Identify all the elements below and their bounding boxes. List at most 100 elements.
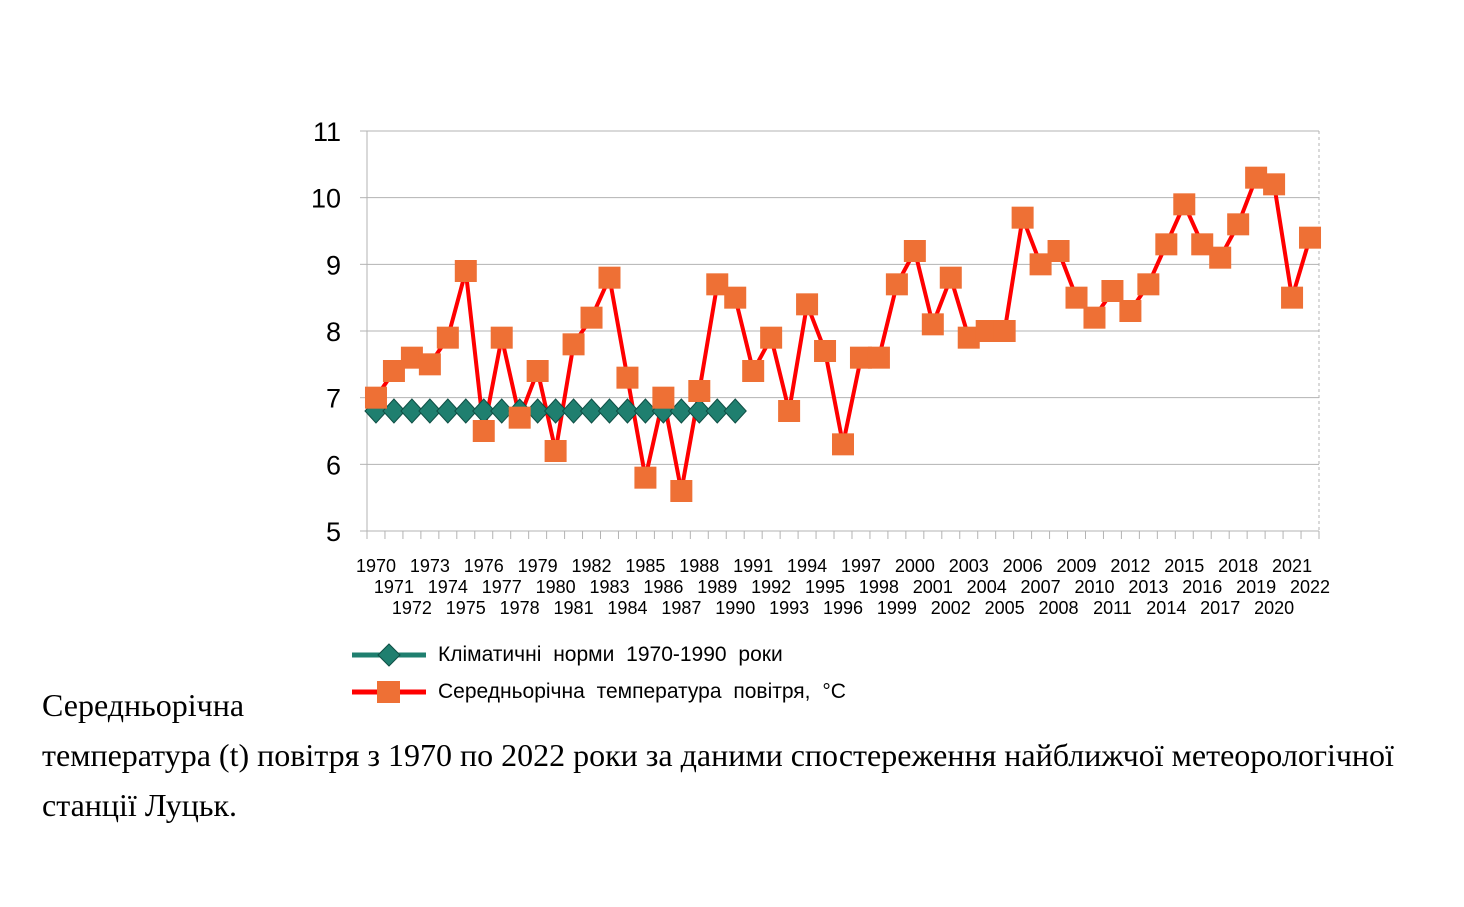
y-tick-label: 9 [326, 250, 341, 280]
x-tick-label: 1990 [715, 598, 755, 618]
temperature-point [508, 406, 531, 429]
x-tick-label: 2019 [1236, 577, 1276, 597]
temperature-point [472, 420, 495, 442]
x-tick-label: 1993 [769, 598, 809, 618]
x-tick-label: 2011 [1093, 598, 1132, 618]
temperature-point [814, 340, 837, 362]
y-tick-label: 8 [326, 317, 341, 347]
temperature-point [885, 273, 908, 296]
y-tick-label: 11 [313, 117, 341, 147]
norm-point [723, 398, 747, 424]
temperature-point [580, 306, 603, 329]
temperature-point [742, 360, 765, 382]
norm-point [418, 398, 442, 424]
temperature-point [598, 266, 621, 289]
norm-point [687, 398, 711, 424]
y-tick-label: 7 [326, 384, 341, 414]
figure-caption: Середньорічна температура (t) повітря з 1… [42, 680, 1402, 830]
norm-point [454, 398, 478, 424]
x-tick-label: 2008 [1039, 598, 1079, 618]
temperature-point [1119, 300, 1142, 322]
temperature-point [490, 326, 513, 349]
temperature-point [634, 466, 657, 489]
temperature-point [1227, 213, 1250, 236]
x-tick-label: 2020 [1254, 598, 1294, 618]
x-tick-label: 2012 [1110, 556, 1150, 576]
x-tick-label: 2022 [1290, 577, 1330, 597]
norm-point [597, 398, 622, 424]
norm-point [400, 398, 424, 424]
temperature-point [796, 293, 819, 316]
temperature-point [724, 286, 747, 309]
norm-point [543, 398, 568, 424]
x-tick-label: 2017 [1200, 598, 1240, 618]
temperature-point [1173, 193, 1196, 216]
x-tick-label: 2013 [1128, 577, 1168, 597]
norm-point [615, 398, 640, 424]
y-tick-label: 5 [326, 517, 341, 547]
y-tick-label: 6 [326, 450, 341, 480]
x-tick-label: 1983 [589, 577, 629, 597]
x-tick-label: 1999 [877, 598, 917, 618]
temperature-point [1083, 306, 1106, 329]
temperature-point [760, 326, 783, 349]
norm-point [561, 398, 586, 424]
x-tick-label: 2016 [1182, 577, 1222, 597]
x-tick-label: 2015 [1164, 556, 1204, 576]
diamond-marker-icon [352, 642, 426, 667]
temperature-point [1245, 166, 1268, 189]
temperature-point [364, 386, 387, 409]
temperature-point [436, 326, 459, 349]
x-tick-label: 2004 [967, 577, 1007, 597]
x-tick-label: 1973 [410, 556, 450, 576]
temperature-point [382, 360, 405, 382]
x-tick-label: 1997 [841, 556, 881, 576]
temperature-point [778, 400, 801, 422]
norm-point [436, 398, 460, 424]
temperature-point [975, 320, 998, 342]
temperature-point [1155, 233, 1178, 256]
legend-item-temperature: Середньорічна температура повітря, °С [352, 673, 846, 710]
x-tick-label: 2009 [1056, 556, 1096, 576]
x-tick-label: 1977 [482, 577, 522, 597]
temperature-point [993, 320, 1016, 342]
x-tick-label: 1974 [428, 577, 468, 597]
axes [360, 130, 1320, 539]
x-tick-label: 1982 [572, 556, 612, 576]
x-tick-label: 2002 [931, 598, 971, 618]
temperature-point [1299, 226, 1322, 249]
temperature-point [706, 273, 729, 296]
x-tick-label: 1979 [518, 556, 558, 576]
x-tick-label: 2018 [1218, 556, 1258, 576]
temperature-point [1209, 246, 1232, 269]
x-tick-label: 1971 [374, 577, 414, 597]
caption-text: Середньорічна температура (t) повітря з 1… [42, 687, 1394, 823]
x-tick-label: 1986 [643, 577, 683, 597]
x-tick-label: 1998 [859, 577, 899, 597]
temperature-point [1047, 240, 1070, 262]
x-tick-label: 1996 [823, 598, 863, 618]
x-tick-label: 1992 [751, 577, 791, 597]
x-tick-label: 2010 [1074, 577, 1114, 597]
x-tick-label: 1980 [536, 577, 576, 597]
x-tick-label: 1987 [661, 598, 701, 618]
temperature-point [454, 260, 477, 282]
norm-point [705, 398, 729, 424]
temperature-point [921, 313, 944, 336]
x-tick-label: 1988 [679, 556, 719, 576]
legend-label: Кліматичні норми 1970-1990 роки [438, 642, 783, 666]
temperature-point [1191, 233, 1214, 256]
temperature-point [1011, 206, 1034, 229]
temperature-point [903, 240, 926, 262]
x-tick-label: 2005 [985, 598, 1025, 618]
temperature-point [688, 380, 711, 402]
series-layer [364, 166, 1322, 502]
x-tick-label: 1994 [787, 556, 827, 576]
temperature-point [1137, 273, 1160, 296]
x-tick-label: 1970 [356, 556, 396, 576]
x-tick-label: 1972 [392, 598, 432, 618]
temperature-point [616, 366, 639, 389]
temperature-point [849, 346, 872, 369]
temperature-point [400, 346, 423, 369]
